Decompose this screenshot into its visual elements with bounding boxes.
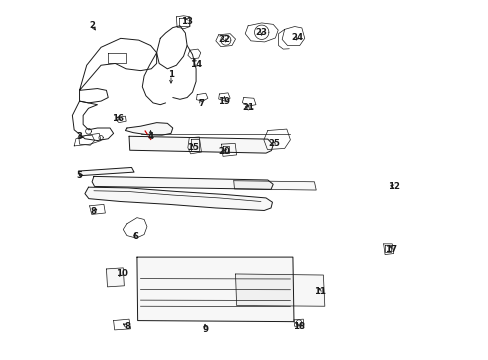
Text: 18: 18 [292,322,305,331]
Text: 8: 8 [91,207,97,216]
Text: 11: 11 [313,287,325,296]
Text: 13: 13 [181,17,193,26]
Text: 12: 12 [387,182,400,191]
Text: 20: 20 [219,147,230,156]
Text: 1: 1 [168,71,174,80]
Text: 16: 16 [112,114,124,123]
Text: 8: 8 [124,322,130,331]
Polygon shape [129,136,273,153]
Text: 19: 19 [217,96,229,105]
Polygon shape [125,123,172,135]
Text: 10: 10 [116,269,127,278]
Text: 14: 14 [190,60,202,69]
Text: 25: 25 [267,139,279,148]
Polygon shape [106,268,124,287]
Polygon shape [137,257,293,321]
Text: 6: 6 [132,232,138,241]
Text: 24: 24 [291,33,303,42]
Text: 9: 9 [202,325,207,334]
Text: 3: 3 [77,132,82,141]
Polygon shape [79,167,134,176]
Text: 5: 5 [76,171,81,180]
Polygon shape [233,181,316,190]
Text: 15: 15 [186,143,198,152]
Text: 2: 2 [89,21,95,30]
Polygon shape [85,187,272,211]
Text: 22: 22 [218,35,230,44]
Text: 7: 7 [198,99,204,108]
Polygon shape [92,176,273,189]
Polygon shape [235,274,324,306]
Text: 4: 4 [147,132,153,141]
Text: 23: 23 [255,28,267,37]
Text: 21: 21 [242,103,254,112]
Text: 17: 17 [384,246,396,255]
